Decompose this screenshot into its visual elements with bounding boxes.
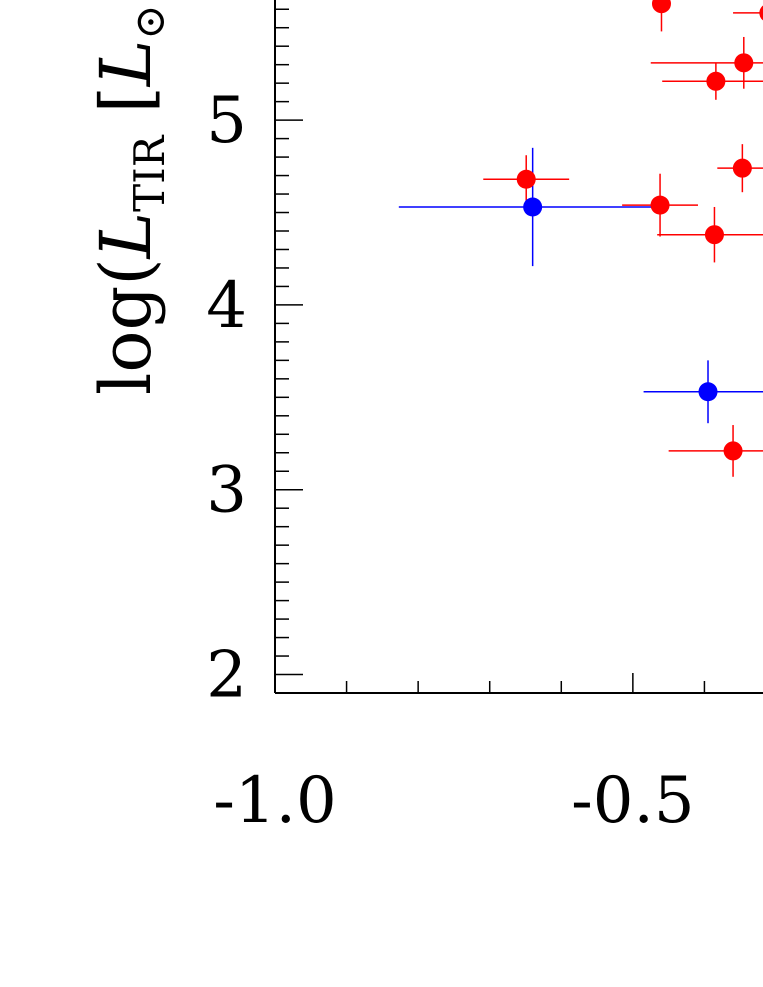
- y-axis-label-unit-symbol: L: [85, 40, 167, 88]
- tick-labels: 2 3 4 5 -1.0 -0.5: [206, 84, 694, 838]
- y-tick-label: 2: [206, 639, 247, 713]
- y-tick-label: 3: [206, 454, 247, 528]
- y-tick-label: 5: [206, 84, 247, 158]
- y-axis-label-unit-sub: ⊙: [125, 4, 174, 39]
- y-axis-label-unit-open: [: [85, 86, 167, 136]
- ticks: [274, 8, 706, 694]
- x-tick-label: -1.0: [213, 764, 336, 838]
- red-data-point: [706, 71, 726, 91]
- y-tick-label: 4: [206, 269, 247, 343]
- red-data-point: [734, 53, 754, 73]
- x-tick-label: -0.5: [571, 764, 694, 838]
- data-points: [516, 0, 763, 461]
- y-axis-label-prefix: log(: [85, 258, 167, 395]
- y-axis-label-symbol: L: [85, 212, 167, 260]
- red-data-point: [704, 225, 724, 245]
- red-data-point: [651, 0, 671, 14]
- red-data-point: [516, 169, 536, 189]
- y-axis-label: log(LTIR [L⊙: [85, 4, 174, 395]
- red-data-point: [650, 195, 670, 215]
- red-data-point: [759, 5, 763, 21]
- red-data-point: [732, 158, 752, 178]
- blue-data-point: [523, 197, 543, 217]
- y-axis-label-subscript: TIR: [125, 134, 174, 212]
- red-data-point: [723, 441, 743, 461]
- axes: [274, 0, 763, 694]
- blue-data-point: [698, 382, 718, 402]
